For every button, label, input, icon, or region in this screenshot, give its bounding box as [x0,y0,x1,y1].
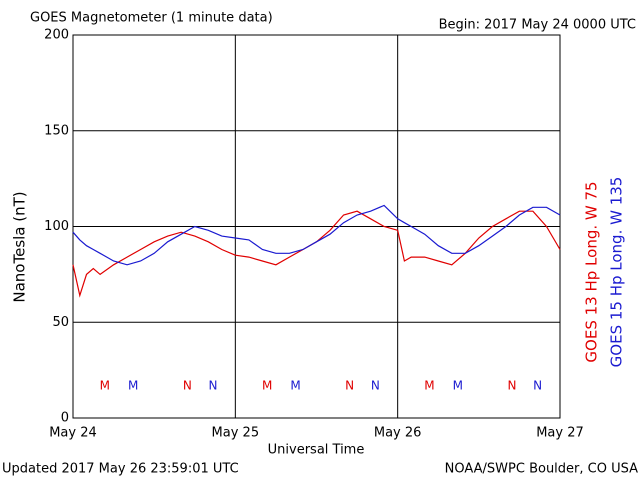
marker-label: M [290,379,300,393]
x-tick-label: May 27 [536,426,584,441]
marker-label: M [453,379,463,393]
x-tick-label: May 25 [212,426,260,441]
marker-label: M [262,379,272,393]
footer-left: Updated 2017 May 26 23:59:01 UTC [2,462,239,477]
y-axis-label: NanoTesla (nT) [11,191,29,302]
marker-label: N [209,379,218,393]
chart-title: GOES Magnetometer (1 minute data) [30,11,273,26]
y-tick-label: 150 [44,123,69,138]
y-tick-label: 200 [44,28,69,43]
marker-label: N [371,379,380,393]
series-line [72,204,561,266]
marker-label: N [183,379,192,393]
marker-label: M [100,379,110,393]
marker-label: M [128,379,138,393]
footer-right: NOAA/SWPC Boulder, CO USA [445,462,638,477]
series-line [72,210,561,298]
series-label: GOES 15 Hp Long. W 135 [608,177,626,368]
marker-label: N [507,379,516,393]
y-tick-label: 50 [52,315,69,330]
marker-label: N [533,379,542,393]
x-tick-label: May 24 [49,426,97,441]
y-tick-label: 100 [44,219,69,234]
x-axis-label: Universal Time [268,443,365,458]
y-tick-label: 0 [61,411,69,426]
series-label: GOES 13 Hp Long. W 75 [583,181,601,362]
x-tick-label: May 26 [374,426,422,441]
marker-label: M [424,379,434,393]
chart-subtitle: Begin: 2017 May 24 0000 UTC [439,18,636,33]
marker-label: N [345,379,354,393]
